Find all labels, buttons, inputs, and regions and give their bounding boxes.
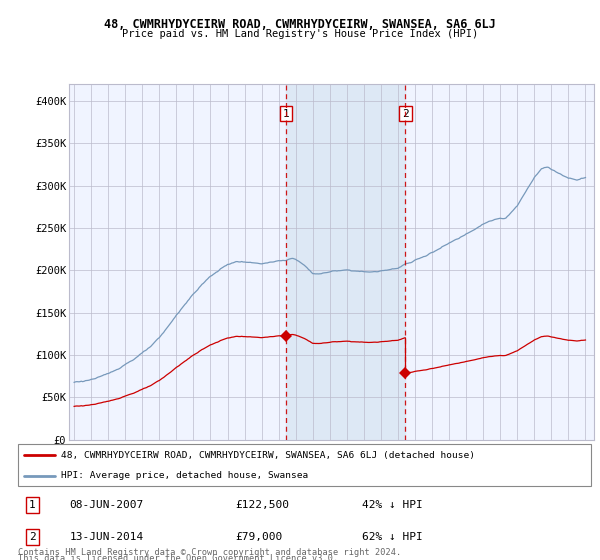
Bar [286, 84, 406, 440]
Text: Price paid vs. HM Land Registry's House Price Index (HPI): Price paid vs. HM Land Registry's House … [122, 29, 478, 39]
Text: £122,500: £122,500 [236, 500, 290, 510]
Text: 1: 1 [29, 500, 36, 510]
Text: 62% ↓ HPI: 62% ↓ HPI [362, 532, 422, 542]
Text: £79,000: £79,000 [236, 532, 283, 542]
Text: 48, CWMRHYDYCEIRW ROAD, CWMRHYDYCEIRW, SWANSEA, SA6 6LJ (detached house): 48, CWMRHYDYCEIRW ROAD, CWMRHYDYCEIRW, S… [61, 451, 475, 460]
Text: This data is licensed under the Open Government Licence v3.0.: This data is licensed under the Open Gov… [18, 554, 338, 560]
Text: 2: 2 [29, 532, 36, 542]
Text: Contains HM Land Registry data © Crown copyright and database right 2024.: Contains HM Land Registry data © Crown c… [18, 548, 401, 557]
Text: 13-JUN-2014: 13-JUN-2014 [70, 532, 144, 542]
Text: 2: 2 [402, 109, 409, 119]
Text: 48, CWMRHYDYCEIRW ROAD, CWMRHYDYCEIRW, SWANSEA, SA6 6LJ: 48, CWMRHYDYCEIRW ROAD, CWMRHYDYCEIRW, S… [104, 18, 496, 31]
Text: 08-JUN-2007: 08-JUN-2007 [70, 500, 144, 510]
Text: 1: 1 [283, 109, 290, 119]
Text: 42% ↓ HPI: 42% ↓ HPI [362, 500, 422, 510]
Text: HPI: Average price, detached house, Swansea: HPI: Average price, detached house, Swan… [61, 471, 308, 480]
